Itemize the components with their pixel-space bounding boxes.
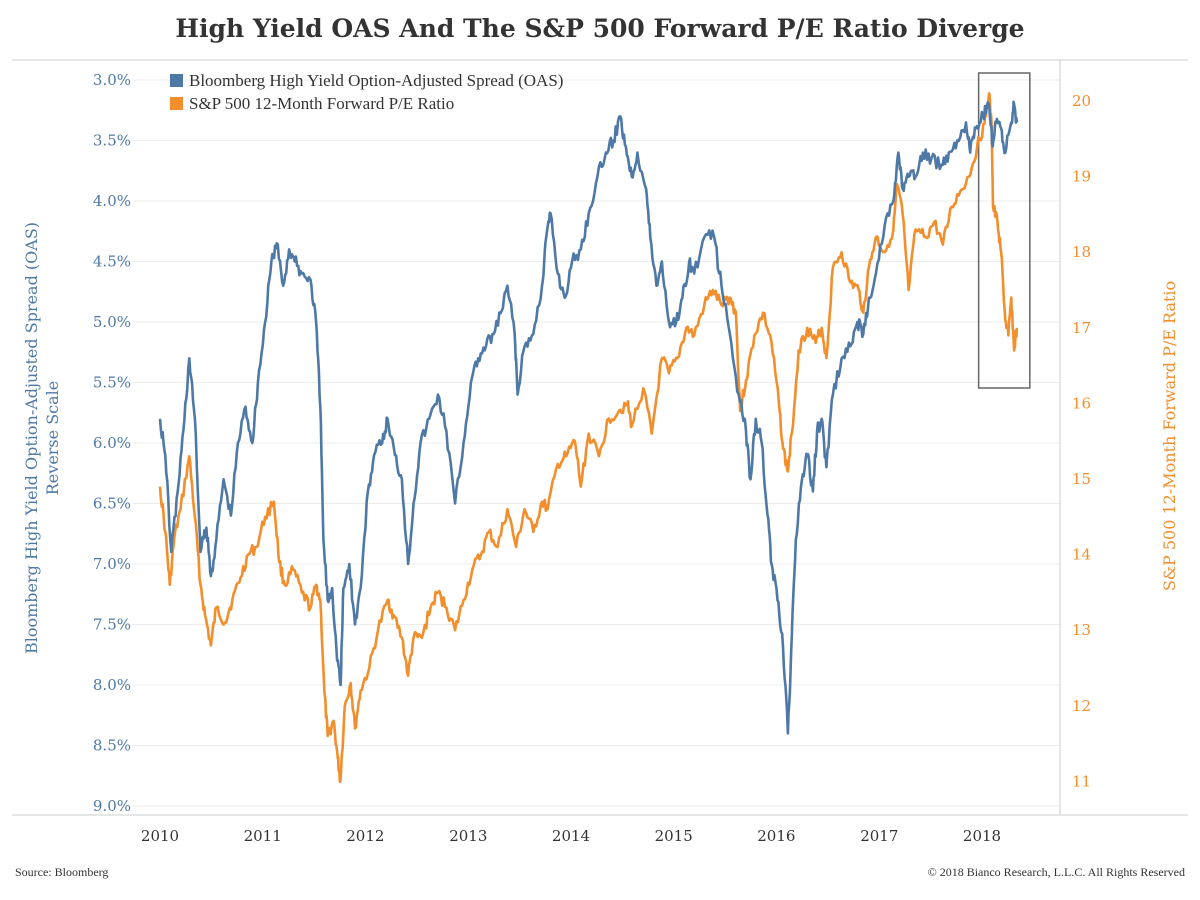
x-tick-label: 2014 bbox=[552, 827, 590, 845]
x-tick-label: 2013 bbox=[449, 827, 487, 845]
chart-title: High Yield OAS And The S&P 500 Forward P… bbox=[175, 14, 1025, 43]
x-tick-label: 2011 bbox=[244, 827, 282, 845]
axis-frame bbox=[12, 59, 1188, 816]
legend-item-pe: S&P 500 12-Month Forward P/E Ratio bbox=[170, 92, 563, 115]
left-tick-label: 7.0% bbox=[93, 555, 131, 573]
left-tick-label: 9.0% bbox=[93, 797, 131, 815]
x-tick-label: 2015 bbox=[655, 827, 693, 845]
x-tick-label: 2010 bbox=[141, 827, 179, 845]
right-tick-label: 14 bbox=[1072, 546, 1091, 564]
left-axis-subtitle: Reverse Scale bbox=[43, 381, 62, 495]
pe-ratio-line bbox=[158, 92, 1019, 784]
left-tick-label: 5.0% bbox=[93, 313, 131, 331]
highlight-box-layer bbox=[977, 72, 1031, 389]
right-tick-label: 13 bbox=[1072, 621, 1091, 639]
left-tick-label: 4.5% bbox=[93, 253, 131, 271]
right-tick-label: 20 bbox=[1072, 92, 1091, 110]
source-note: Source: Bloomberg bbox=[15, 865, 109, 879]
x-tick-label: 2018 bbox=[963, 827, 1001, 845]
gridlines bbox=[133, 79, 1060, 807]
left-tick-label: 8.0% bbox=[93, 676, 131, 694]
oas-line bbox=[158, 100, 1019, 735]
right-tick-label: 18 bbox=[1072, 243, 1091, 261]
x-tick-label: 2017 bbox=[860, 827, 898, 845]
x-tick-label: 2016 bbox=[757, 827, 795, 845]
right-tick-label: 15 bbox=[1072, 470, 1091, 488]
series-layer bbox=[158, 92, 1019, 784]
copyright-note: © 2018 Bianco Research, L.L.C. All Right… bbox=[927, 865, 1185, 879]
left-tick-label: 7.5% bbox=[93, 616, 131, 634]
tick-labels: 3.0% 3.5% 4.0% 4.5% 5.0% 5.5% 6.0% 6.5% 7.0% 7.5%… bbox=[22, 71, 1179, 845]
right-tick-label: 16 bbox=[1072, 394, 1091, 412]
left-tick-label: 3.0% bbox=[93, 71, 131, 89]
left-tick-label: 3.5% bbox=[93, 132, 131, 150]
right-axis-title: S&P 500 12-Month Forward P/E Ratio bbox=[1160, 281, 1179, 591]
legend-swatch-pe bbox=[170, 97, 183, 110]
right-tick-label: 19 bbox=[1072, 168, 1091, 186]
legend-label-pe: S&P 500 12-Month Forward P/E Ratio bbox=[189, 93, 455, 113]
legend: Bloomberg High Yield Option-Adjusted Spr… bbox=[170, 69, 563, 115]
left-axis-title: Bloomberg High Yield Option-Adjusted Spr… bbox=[22, 222, 41, 654]
legend-item-oas: Bloomberg High Yield Option-Adjusted Spr… bbox=[170, 69, 563, 92]
left-tick-label: 8.5% bbox=[93, 737, 131, 755]
divergence-highlight-box bbox=[977, 72, 1031, 389]
legend-swatch-oas bbox=[170, 74, 183, 87]
right-tick-label: 12 bbox=[1072, 697, 1091, 715]
left-tick-label: 4.0% bbox=[93, 192, 131, 210]
left-tick-label: 6.0% bbox=[93, 434, 131, 452]
left-tick-label: 5.5% bbox=[93, 374, 131, 392]
legend-label-oas: Bloomberg High Yield Option-Adjusted Spr… bbox=[189, 70, 564, 90]
right-tick-label: 17 bbox=[1072, 319, 1091, 337]
x-tick-label: 2012 bbox=[346, 827, 384, 845]
left-tick-label: 6.5% bbox=[93, 495, 131, 513]
right-tick-label: 11 bbox=[1072, 772, 1091, 790]
